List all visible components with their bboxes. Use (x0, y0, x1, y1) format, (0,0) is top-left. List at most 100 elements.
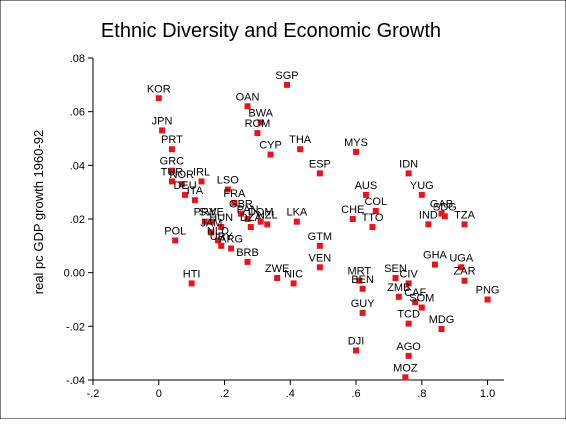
data-point (201, 218, 208, 225)
data-point (369, 224, 376, 231)
data-point (168, 146, 175, 153)
data-point (208, 218, 215, 225)
data-point (188, 280, 195, 287)
y-tick-label: .06 (70, 107, 85, 119)
point-label: ZWE (265, 263, 289, 275)
data-point (208, 229, 215, 236)
data-point (257, 218, 264, 225)
point-label: PRT (161, 134, 183, 146)
data-point (458, 264, 465, 271)
data-point (218, 224, 225, 231)
point-label: URY (210, 231, 234, 243)
data-point (402, 374, 409, 381)
point-label: LSO (217, 174, 239, 186)
point-label: COL (364, 196, 387, 208)
point-label: IDN (399, 158, 418, 170)
data-point (297, 146, 304, 153)
point-label: TZA (454, 209, 475, 221)
point-label: JPN (152, 115, 173, 127)
data-point (372, 207, 379, 214)
point-label: NLD (207, 225, 229, 237)
data-point (392, 275, 399, 282)
data-point (214, 237, 221, 244)
data-point (168, 178, 175, 185)
data-point (362, 191, 369, 198)
data-point (283, 81, 290, 88)
point-label: PRY (194, 207, 217, 219)
chart-title: Ethnic Diversity and Economic Growth (101, 20, 441, 42)
point-label: CHE (341, 204, 364, 216)
data-point (353, 148, 360, 155)
point-label: JAM (200, 217, 222, 229)
y-tick-label: -.02 (66, 321, 85, 333)
data-point (237, 210, 244, 217)
data-point (316, 170, 323, 177)
data-point (231, 199, 238, 206)
data-point (264, 221, 271, 228)
data-point (425, 221, 432, 228)
point-label: HTI (183, 268, 201, 280)
y-tick-label: .02 (70, 214, 85, 226)
data-point (316, 264, 323, 271)
point-label: MOZ (393, 362, 418, 374)
point-label: BWA (248, 107, 273, 119)
point-label: MRT (348, 266, 372, 278)
point-label: CAF (404, 287, 426, 299)
data-point (431, 261, 438, 268)
data-point (244, 258, 251, 265)
point-label: LKA (286, 207, 307, 219)
x-tick-label: .2 (220, 388, 229, 400)
data-point (182, 191, 189, 198)
point-label: AGO (396, 341, 421, 353)
point-label: MDG (429, 314, 455, 326)
point-label: POL (164, 225, 186, 237)
data-point (441, 213, 448, 220)
point-label: SEN (384, 263, 407, 275)
point-label: ARG (219, 234, 243, 246)
point-label: GTM (308, 231, 332, 243)
data-point (178, 181, 185, 188)
point-label: IRL (193, 166, 210, 178)
point-label: NIC (284, 268, 303, 280)
point-label: HUN (209, 212, 233, 224)
point-label: DZA (240, 212, 263, 224)
point-label: PAN (237, 204, 259, 216)
y-tick-label: -.04 (66, 375, 85, 387)
point-label: TTO (362, 212, 384, 224)
point-label: UGA (449, 252, 474, 264)
point-label: ZMB (387, 282, 410, 294)
data-point (438, 210, 445, 217)
point-label: GBR (229, 199, 253, 211)
data-point (359, 309, 366, 316)
point-label: DOM (248, 207, 274, 219)
data-point (356, 277, 363, 284)
point-label: IND (419, 209, 438, 221)
x-tick-label: 0 (156, 388, 162, 400)
point-label: DJI (348, 335, 365, 347)
x-tick-label: 1.0 (480, 388, 495, 400)
point-label: THA (289, 134, 312, 146)
point-label: CIV (399, 268, 418, 280)
point-label: ESP (309, 158, 331, 170)
data-point (224, 186, 231, 193)
point-label: PNG (476, 285, 500, 297)
point-label: AUS (355, 180, 378, 192)
data-point (159, 127, 166, 134)
data-point (218, 242, 225, 249)
data-point (168, 167, 175, 174)
data-point (247, 224, 254, 231)
point-label: TUR (161, 166, 184, 178)
point-label: SDG (433, 201, 457, 213)
point-label: FRA (223, 188, 246, 200)
point-label: VEN (309, 252, 332, 264)
point-label: BRB (236, 247, 259, 259)
data-point (359, 285, 366, 292)
point-label: MYS (344, 137, 368, 149)
point-label: DEU (173, 180, 196, 192)
point-label: ZAR (454, 266, 476, 278)
data-point (172, 237, 179, 244)
data-point (461, 221, 468, 228)
